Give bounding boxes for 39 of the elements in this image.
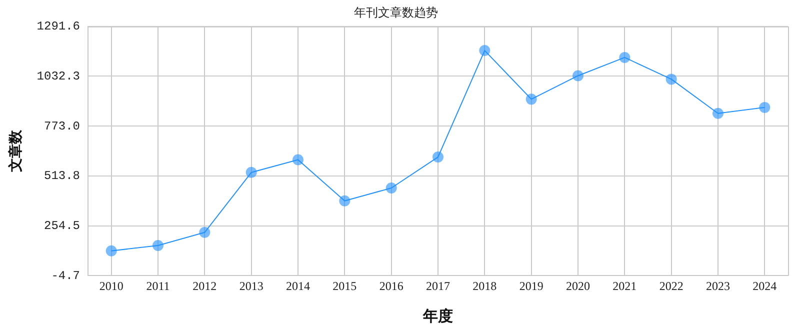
- x-tick-label: 2022: [659, 278, 684, 293]
- point: [479, 45, 490, 56]
- x-axis-title: 年度: [422, 306, 454, 325]
- point: [152, 240, 164, 251]
- point: [339, 195, 350, 206]
- x-tick-label: 2019: [519, 278, 544, 293]
- point: [712, 108, 724, 119]
- x-tick-label: 2021: [612, 278, 637, 293]
- y-tick-label: 513.8: [44, 169, 80, 184]
- point: [759, 102, 770, 113]
- x-tick-label: 2015: [332, 278, 357, 293]
- x-tick-label: 2011: [146, 278, 170, 293]
- point: [619, 52, 630, 63]
- chart-title: 年刊文章数趋势: [354, 5, 438, 20]
- y-tick-label: 254.5: [44, 218, 80, 233]
- y-axis-title: 文章数: [7, 129, 24, 173]
- x-tick-label: 2010: [99, 278, 124, 293]
- x-tick-label: 2013: [239, 278, 264, 293]
- y-tick-label: 1291.6: [36, 20, 80, 34]
- point: [246, 166, 257, 178]
- x-tick-label: 2020: [566, 278, 590, 293]
- x-tick-label: 2024: [752, 278, 777, 293]
- y-tick-label: -4.7: [51, 268, 80, 283]
- x-tick-label: 2017: [426, 278, 450, 293]
- point: [572, 70, 584, 82]
- point: [526, 94, 537, 105]
- y-tick-label: 773.0: [44, 119, 80, 134]
- point: [199, 226, 210, 238]
- point: [292, 154, 304, 166]
- point: [666, 74, 677, 85]
- point: [386, 182, 397, 194]
- point: [432, 152, 444, 163]
- x-tick-label: 2012: [192, 278, 217, 293]
- x-tick-label: 2023: [706, 278, 730, 293]
- x-tick-label: 2018: [472, 278, 497, 293]
- y-tick-label: 1032.3: [36, 69, 80, 84]
- x-tick-label: 2016: [379, 278, 404, 293]
- x-tick-label: 2014: [286, 278, 310, 293]
- point: [106, 245, 117, 256]
